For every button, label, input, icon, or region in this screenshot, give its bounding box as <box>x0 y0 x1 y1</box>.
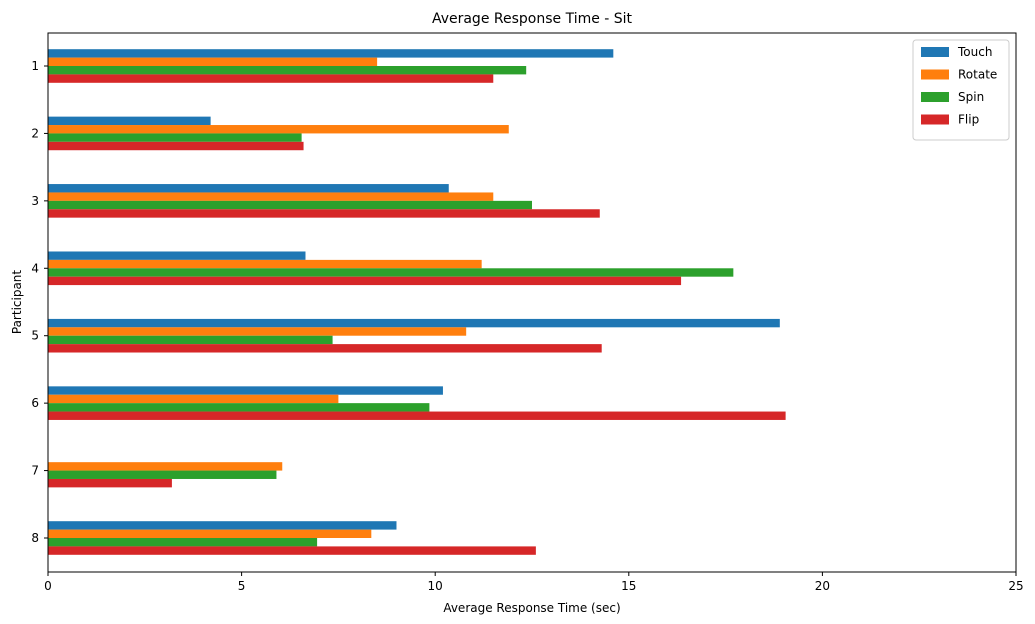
bar-spin-participant-2 <box>48 133 302 142</box>
bar-flip-participant-5 <box>48 344 602 353</box>
y-tick-label: 2 <box>31 126 39 140</box>
legend-swatch-rotate <box>921 69 949 80</box>
bar-rotate-participant-4 <box>48 259 482 269</box>
bar-rotate-participant-3 <box>48 192 494 201</box>
y-tick-label: 8 <box>31 531 39 545</box>
x-tick-label: 0 <box>44 579 52 593</box>
y-axis-label: Participant <box>10 270 24 335</box>
bars-layer <box>48 49 786 555</box>
bar-spin-participant-4 <box>48 268 734 277</box>
bar-touch-participant-3 <box>48 184 449 193</box>
bar-flip-participant-7 <box>48 478 172 488</box>
x-tick-label: 20 <box>815 579 830 593</box>
legend-label-spin: Spin <box>958 90 984 104</box>
bar-spin-participant-1 <box>48 66 527 75</box>
chart-title: Average Response Time - Sit <box>432 11 633 27</box>
bar-touch-participant-6 <box>48 386 443 395</box>
x-tick-label: 5 <box>238 579 246 593</box>
bar-spin-participant-3 <box>48 200 532 210</box>
bar-touch-participant-1 <box>48 49 614 58</box>
bar-touch-participant-4 <box>48 251 306 260</box>
bar-spin-participant-8 <box>48 538 318 547</box>
x-tick-label: 15 <box>621 579 636 593</box>
x-axis: 0 5 10 15 20 25 <box>44 572 1024 593</box>
x-tick-label: 25 <box>1008 579 1023 593</box>
legend-swatch-flip <box>921 114 949 125</box>
legend-swatch-touch <box>921 47 949 57</box>
legend: Touch Rotate Spin Flip <box>912 39 1010 141</box>
bar-flip-participant-1 <box>48 74 494 83</box>
y-tick-label: 7 <box>31 464 39 478</box>
bar-touch-participant-2 <box>48 116 211 126</box>
x-tick-label: 10 <box>428 579 443 593</box>
legend-label-rotate: Rotate <box>958 68 997 82</box>
y-tick-label: 3 <box>31 194 39 208</box>
bar-flip-participant-4 <box>48 276 682 286</box>
bar-rotate-participant-6 <box>48 394 339 404</box>
bar-rotate-participant-7 <box>48 462 283 471</box>
y-axis: 1 2 3 4 5 6 7 8 <box>31 59 48 545</box>
legend-label-flip: Flip <box>958 113 979 127</box>
bar-flip-participant-3 <box>48 209 600 218</box>
bar-rotate-participant-2 <box>48 125 509 134</box>
bar-flip-participant-8 <box>48 546 536 555</box>
bar-flip-participant-6 <box>48 411 786 420</box>
bar-rotate-participant-5 <box>48 327 467 336</box>
bar-spin-participant-7 <box>48 470 277 479</box>
bar-touch-participant-8 <box>48 521 397 530</box>
y-tick-label: 1 <box>31 59 39 73</box>
bar-rotate-participant-8 <box>48 529 372 538</box>
x-axis-label: Average Response Time (sec) <box>443 601 620 615</box>
bar-rotate-participant-1 <box>48 57 378 66</box>
bar-touch-participant-5 <box>48 318 780 328</box>
bar-spin-participant-5 <box>48 335 333 345</box>
bar-flip-participant-2 <box>48 141 304 151</box>
y-tick-label: 4 <box>31 261 39 275</box>
y-tick-label: 5 <box>31 329 39 343</box>
plot-area-frame <box>47 32 1017 573</box>
legend-swatch-spin <box>921 92 949 102</box>
legend-label-touch: Touch <box>957 45 992 59</box>
y-tick-label: 6 <box>31 396 39 410</box>
bar-spin-participant-6 <box>48 403 430 412</box>
